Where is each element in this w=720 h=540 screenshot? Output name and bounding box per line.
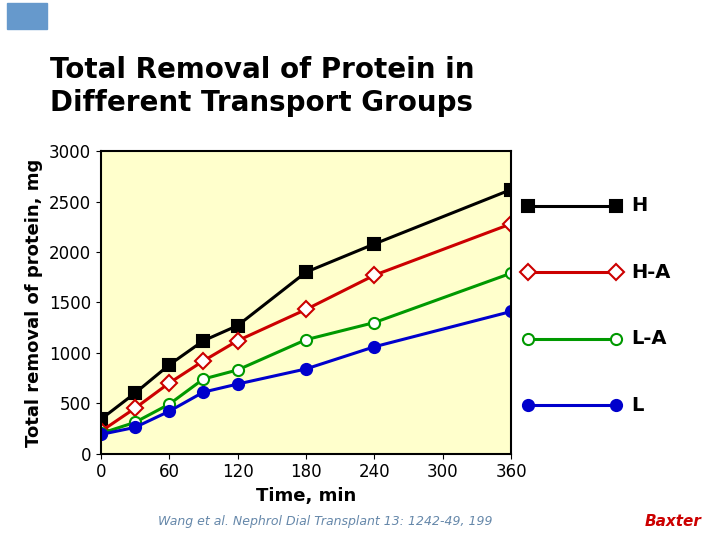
Text: L: L <box>631 396 644 415</box>
Text: L-A: L-A <box>631 329 667 348</box>
Text: H-A: H-A <box>631 262 670 282</box>
Text: Wang et al. Nephrol Dial Transplant 13: 1242-49, 199: Wang et al. Nephrol Dial Transplant 13: … <box>158 515 493 528</box>
Y-axis label: Total removal of protein, mg: Total removal of protein, mg <box>25 158 43 447</box>
X-axis label: Time, min: Time, min <box>256 487 356 505</box>
Text: Peritoneal Dialysis: Peritoneal Dialysis <box>58 7 246 25</box>
Text: Total Removal of Protein in
Different Transport Groups: Total Removal of Protein in Different Tr… <box>50 56 474 117</box>
Text: H: H <box>631 196 647 215</box>
Text: Baxter: Baxter <box>644 514 701 529</box>
Bar <box>7 3 47 29</box>
